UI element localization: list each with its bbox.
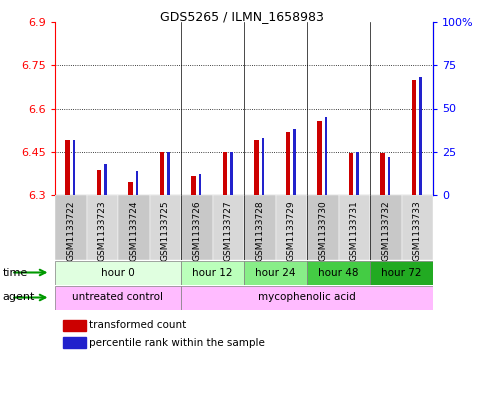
Bar [181,195,213,260]
Bar [55,285,181,310]
Bar [104,164,107,195]
Bar [293,129,296,195]
Bar [412,80,416,195]
Bar [275,195,307,260]
Bar [307,195,339,260]
Text: agent: agent [2,292,35,303]
Bar [65,140,70,195]
Text: hour 12: hour 12 [192,268,233,277]
Bar [244,261,307,285]
Text: hour 48: hour 48 [318,268,359,277]
Text: GSM1133722: GSM1133722 [66,200,75,261]
Text: GSM1133726: GSM1133726 [192,200,201,261]
Bar [213,195,244,260]
Text: hour 0: hour 0 [101,268,135,277]
Text: GSM1133727: GSM1133727 [224,200,233,261]
Bar [128,182,133,195]
Bar [244,195,275,260]
Text: untreated control: untreated control [72,292,164,303]
Bar [223,152,227,195]
Bar [339,195,370,260]
Bar [97,171,101,195]
Text: percentile rank within the sample: percentile rank within the sample [89,338,265,348]
Text: GSM1133723: GSM1133723 [98,200,107,261]
Bar [63,320,86,331]
Bar [160,152,165,195]
Bar [199,174,201,195]
Bar [370,261,433,285]
Bar [317,121,322,195]
Bar [419,77,422,195]
Text: GSM1133731: GSM1133731 [350,200,359,261]
Bar [167,152,170,195]
Text: GSM1133732: GSM1133732 [381,200,390,261]
Bar [262,138,264,195]
Bar [150,195,181,260]
Text: mycophenolic acid: mycophenolic acid [258,292,356,303]
Bar [136,171,138,195]
Bar [55,261,181,285]
Bar [254,140,259,195]
Bar [307,261,370,285]
Text: GSM1133733: GSM1133733 [413,200,422,261]
Bar [286,132,290,195]
Bar [72,140,75,195]
Text: GDS5265 / ILMN_1658983: GDS5265 / ILMN_1658983 [159,10,324,23]
Bar [325,117,327,195]
Text: hour 72: hour 72 [381,268,422,277]
Bar [380,153,385,195]
Text: time: time [2,268,28,277]
Bar [349,153,354,195]
Bar [388,157,390,195]
Text: GSM1133729: GSM1133729 [287,200,296,261]
Bar [401,195,433,260]
Text: hour 24: hour 24 [255,268,296,277]
Bar [370,195,401,260]
Bar [181,285,433,310]
Text: GSM1133730: GSM1133730 [318,200,327,261]
Bar [86,195,118,260]
Bar [55,195,86,260]
Text: GSM1133728: GSM1133728 [255,200,264,261]
Text: GSM1133725: GSM1133725 [161,200,170,261]
Bar [63,337,86,348]
Bar [356,152,359,195]
Text: GSM1133724: GSM1133724 [129,200,138,261]
Bar [181,261,244,285]
Bar [118,195,150,260]
Bar [230,152,233,195]
Text: transformed count: transformed count [89,320,186,330]
Bar [191,176,196,195]
